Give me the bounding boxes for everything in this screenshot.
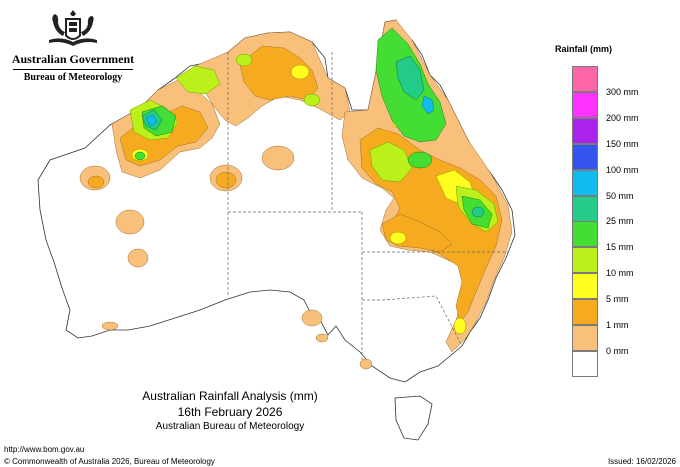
map-date: 16th February 2026 xyxy=(177,405,283,419)
issued-date: Issued: 16/02/2026 xyxy=(607,457,676,466)
state-borders xyxy=(227,52,508,360)
rainfall-100mm-areas xyxy=(145,95,435,127)
map-credit: Australian Bureau of Meteorology xyxy=(155,421,305,432)
map-titles: Australian Rainfall Analysis (mm) 16th F… xyxy=(100,388,360,434)
legend-label: 5 mm xyxy=(606,294,629,304)
copyright-text: © Commonwealth of Australia 2026, Bureau… xyxy=(4,457,215,466)
government-name: Australian Government xyxy=(11,52,135,66)
legend-label: 100 mm xyxy=(606,165,639,175)
coat-of-arms-icon xyxy=(49,10,97,46)
legend-swatch xyxy=(572,247,598,273)
tasmania-landmass xyxy=(394,395,433,441)
legend-swatch xyxy=(572,351,598,377)
legend-label: 150 mm xyxy=(606,139,639,149)
legend-swatch xyxy=(572,118,598,144)
government-logo: Australian Government Bureau of Meteorol… xyxy=(8,10,138,83)
legend-swatch xyxy=(572,273,598,299)
legend-label: 10 mm xyxy=(606,268,634,278)
legend-label: 50 mm xyxy=(606,191,634,201)
legend-label: 1 mm xyxy=(606,320,629,330)
legend-label: 200 mm xyxy=(606,113,639,123)
legend-label: 15 mm xyxy=(606,242,634,252)
legend-swatch xyxy=(572,325,598,351)
legend-swatch xyxy=(572,221,598,247)
legend-swatch xyxy=(572,196,598,222)
divider xyxy=(13,69,133,70)
legend-swatch xyxy=(572,170,598,196)
bom-url-link[interactable]: http://www.bom.gov.au xyxy=(4,445,85,454)
legend-swatch xyxy=(572,299,598,325)
legend-swatch xyxy=(572,66,598,92)
legend-label: 300 mm xyxy=(606,87,639,97)
legend-label: 0 mm xyxy=(606,346,629,356)
legend-swatch xyxy=(572,144,598,170)
legend-label: 25 mm xyxy=(606,216,634,226)
map-title: Australian Rainfall Analysis (mm) xyxy=(142,389,318,403)
agency-name: Bureau of Meteorology xyxy=(23,72,123,83)
legend-title: Rainfall (mm) xyxy=(555,44,613,54)
legend-swatch xyxy=(572,92,598,118)
